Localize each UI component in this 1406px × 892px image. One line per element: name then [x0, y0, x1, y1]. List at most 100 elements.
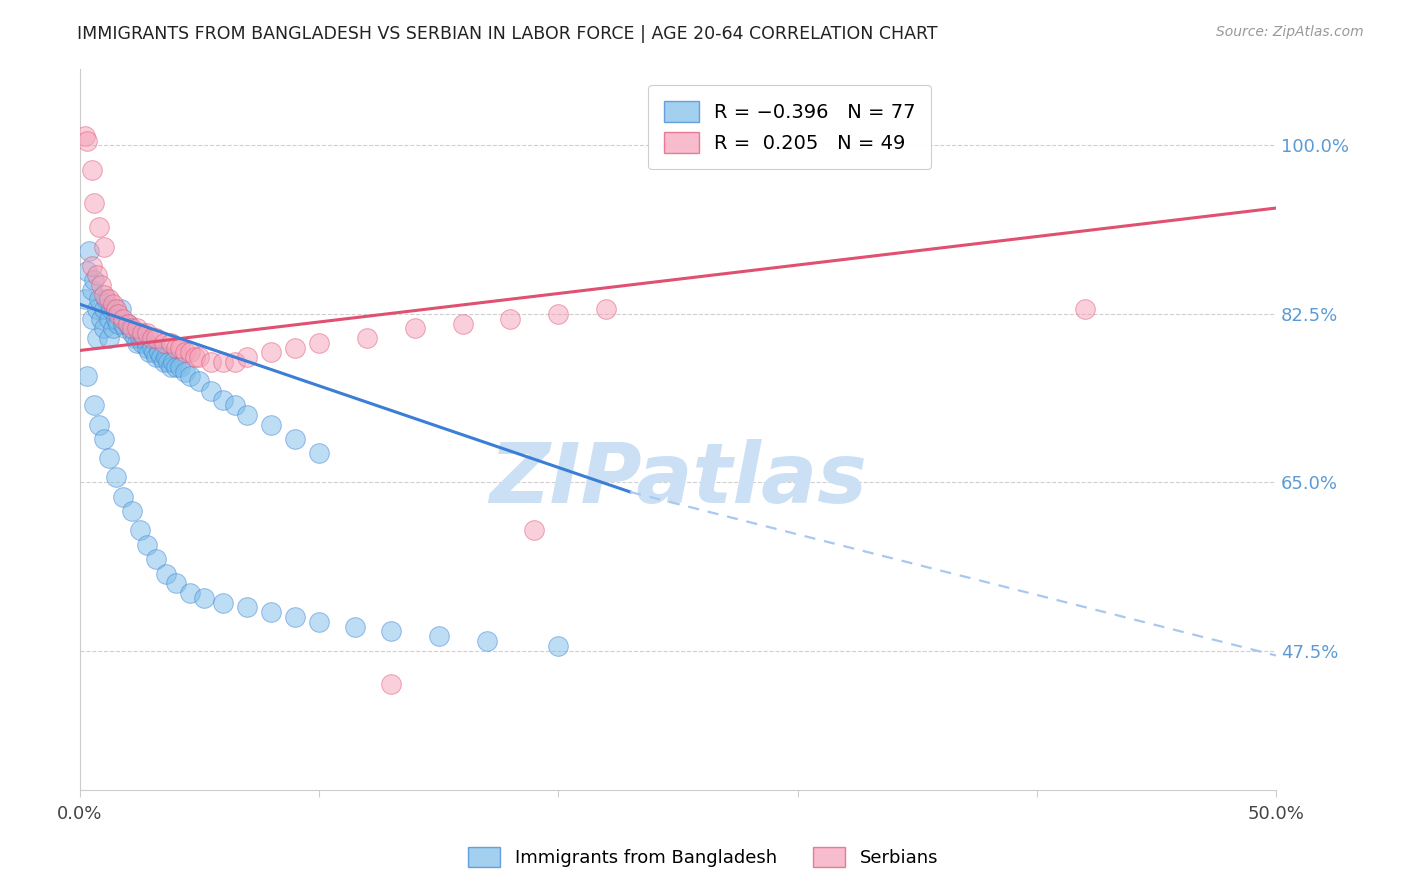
Point — [103, 321, 125, 335]
Point — [427, 629, 450, 643]
Point — [135, 326, 157, 340]
Point — [141, 331, 163, 345]
Point — [124, 331, 146, 345]
Legend: R = −0.396   N = 77, R =  0.205   N = 49: R = −0.396 N = 77, R = 0.205 N = 49 — [648, 86, 931, 169]
Point — [76, 134, 98, 148]
Point — [107, 307, 129, 321]
Point — [475, 634, 498, 648]
Point — [117, 317, 139, 331]
Point — [143, 345, 166, 359]
Point — [308, 446, 330, 460]
Point — [110, 302, 132, 317]
Legend: Immigrants from Bangladesh, Serbians: Immigrants from Bangladesh, Serbians — [461, 839, 945, 874]
Point — [114, 321, 136, 335]
Point — [200, 384, 222, 398]
Point — [121, 504, 143, 518]
Point — [284, 341, 307, 355]
Point — [179, 345, 201, 359]
Point — [159, 335, 181, 350]
Point — [145, 350, 167, 364]
Point — [97, 451, 120, 466]
Point — [152, 335, 174, 350]
Point — [104, 311, 127, 326]
Point — [107, 317, 129, 331]
Point — [100, 302, 122, 317]
Point — [104, 302, 127, 317]
Point — [308, 615, 330, 629]
Point — [188, 374, 211, 388]
Point — [90, 311, 112, 326]
Point — [135, 538, 157, 552]
Point — [236, 350, 259, 364]
Point — [90, 278, 112, 293]
Point — [193, 591, 215, 605]
Point — [83, 196, 105, 211]
Point — [547, 639, 569, 653]
Point — [135, 341, 157, 355]
Point — [169, 341, 191, 355]
Point — [174, 345, 197, 359]
Point — [104, 470, 127, 484]
Point — [284, 610, 307, 624]
Point — [111, 311, 134, 326]
Point — [127, 335, 149, 350]
Point — [224, 355, 246, 369]
Point — [260, 605, 283, 619]
Text: ZIPatlas: ZIPatlas — [489, 440, 868, 520]
Point — [145, 552, 167, 566]
Point — [111, 490, 134, 504]
Point — [1073, 302, 1095, 317]
Point — [103, 297, 125, 311]
Point — [224, 398, 246, 412]
Point — [73, 128, 96, 143]
Point — [404, 321, 426, 335]
Point — [76, 369, 98, 384]
Point — [523, 524, 546, 538]
Point — [117, 317, 139, 331]
Point — [87, 293, 110, 307]
Point — [236, 408, 259, 422]
Point — [97, 311, 120, 326]
Point — [174, 365, 197, 379]
Point — [93, 432, 115, 446]
Point — [155, 566, 177, 581]
Point — [200, 355, 222, 369]
Point — [128, 331, 150, 345]
Point — [150, 350, 173, 364]
Point — [260, 417, 283, 432]
Point — [148, 345, 170, 359]
Point — [343, 619, 366, 633]
Point — [83, 398, 105, 412]
Point — [162, 355, 184, 369]
Point — [93, 287, 115, 301]
Point — [260, 345, 283, 359]
Point — [212, 393, 235, 408]
Point — [499, 311, 522, 326]
Point — [212, 355, 235, 369]
Point — [83, 273, 105, 287]
Point — [188, 350, 211, 364]
Point — [96, 293, 118, 307]
Point — [155, 350, 177, 364]
Point — [93, 239, 115, 253]
Point — [73, 293, 96, 307]
Point — [80, 283, 103, 297]
Point — [87, 220, 110, 235]
Point — [80, 162, 103, 177]
Point — [87, 417, 110, 432]
Point — [138, 345, 160, 359]
Point — [121, 326, 143, 340]
Point — [131, 335, 153, 350]
Point — [97, 293, 120, 307]
Point — [169, 359, 191, 374]
Point — [165, 359, 187, 374]
Point — [145, 331, 167, 345]
Point — [380, 677, 402, 691]
Point — [127, 321, 149, 335]
Point — [80, 259, 103, 273]
Point — [97, 331, 120, 345]
Point — [547, 307, 569, 321]
Point — [157, 355, 180, 369]
Point — [76, 263, 98, 277]
Point — [165, 576, 187, 591]
